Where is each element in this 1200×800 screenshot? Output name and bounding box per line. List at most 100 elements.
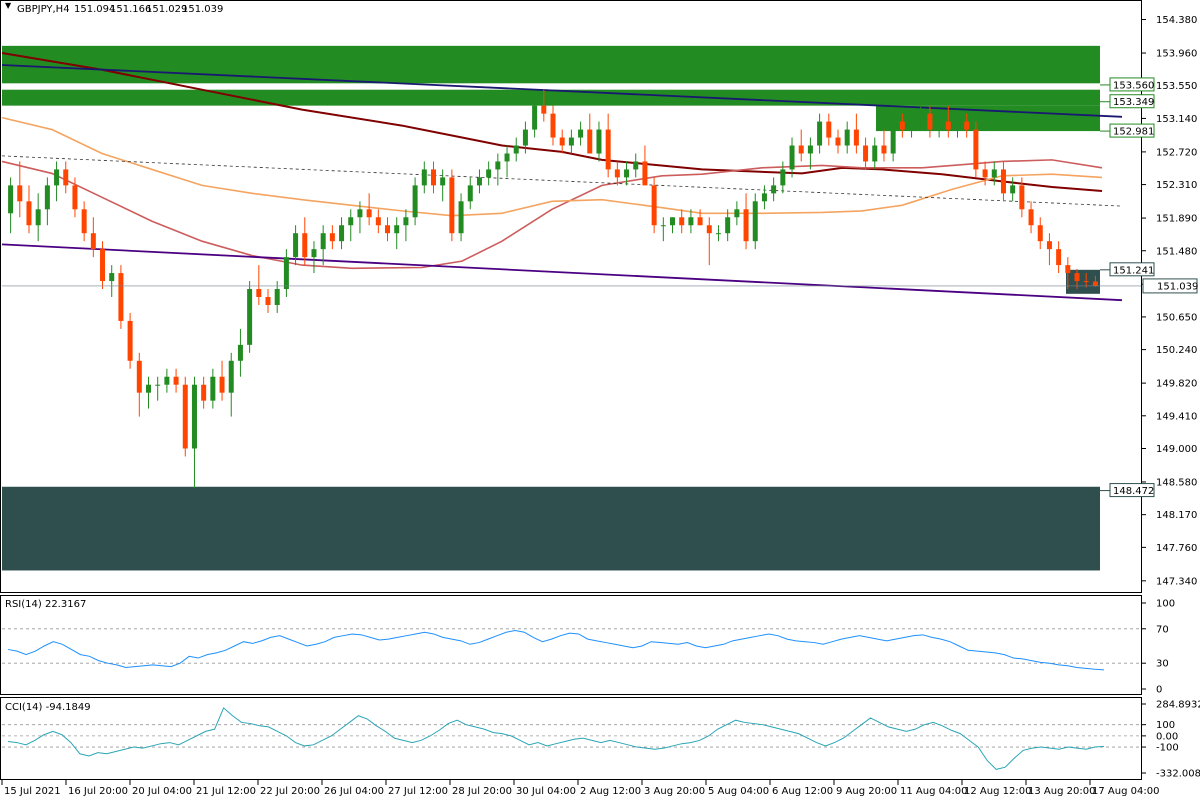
level-label: 151.241 [1100, 262, 1155, 277]
indicator-tick-label: 100 [1156, 599, 1175, 610]
candle [1037, 217, 1043, 250]
current-box [1066, 269, 1100, 294]
candle [513, 137, 519, 162]
time-label: 6 Aug 12:00 [772, 786, 833, 797]
dotted-line-trendline [1, 155, 1123, 207]
candle [182, 376, 188, 457]
title-arrow: ▼ [5, 1, 12, 10]
price-tick-label: 149.820 [1156, 379, 1197, 390]
candle [210, 368, 216, 409]
indicator-line [7, 630, 1105, 671]
candle [982, 161, 988, 186]
candle [164, 368, 170, 393]
candle [1019, 177, 1025, 218]
candle [936, 113, 942, 138]
price-panel: 154.380 153.960 153.550 153.140 152.720 152.3… [0, 0, 1198, 593]
time-label: 27 Jul 12:00 [388, 786, 448, 797]
candle [476, 169, 482, 194]
candle [817, 113, 823, 154]
candle [835, 129, 841, 154]
candle [688, 209, 694, 234]
supply-zone-upper [2, 45, 1100, 84]
candle [201, 376, 207, 409]
candle [660, 217, 666, 242]
candle [826, 113, 832, 146]
candle [1056, 241, 1062, 274]
time-label: 9 Aug 20:00 [836, 786, 897, 797]
level-label: 153.349 [1100, 94, 1155, 109]
candle [973, 121, 979, 178]
svg-text:151.241: 151.241 [1113, 265, 1154, 276]
price-tick-label: 153.550 [1156, 81, 1197, 92]
candle [789, 137, 795, 178]
candle [403, 209, 409, 242]
candle [26, 185, 32, 234]
candle [1010, 177, 1016, 202]
time-label: 12 Aug 12:00 [964, 786, 1031, 797]
candle [679, 209, 685, 234]
level-label: 153.560 [1100, 77, 1155, 92]
candle [642, 145, 648, 186]
candle [872, 137, 878, 170]
candle [752, 193, 758, 250]
candle [90, 217, 96, 258]
price-tick-label: 152.720 [1156, 147, 1197, 158]
price-tick-label: 148.580 [1156, 477, 1197, 488]
candle [155, 376, 161, 401]
current-price-label: 151.039 [1142, 278, 1198, 294]
time-label: 22 Jul 20:00 [260, 786, 320, 797]
upper-channel-trendline [1, 64, 1123, 118]
candle [734, 201, 740, 226]
candle [127, 312, 133, 369]
candle [807, 137, 813, 170]
ma100-line [1, 159, 1103, 270]
time-label: 16 Jul 20:00 [68, 786, 128, 797]
candle [486, 161, 492, 186]
candle [366, 193, 372, 226]
candle [247, 281, 253, 353]
candle [440, 169, 446, 202]
ma50-line [1, 116, 1103, 217]
candle [899, 113, 905, 138]
time-label: 13 Aug 20:00 [1028, 786, 1095, 797]
candle [504, 145, 510, 178]
candle [311, 241, 317, 274]
candle [670, 217, 676, 234]
candle [357, 201, 363, 234]
candle [964, 113, 970, 138]
price-panel-frame [0, 0, 1142, 593]
candle [550, 105, 556, 146]
candle [541, 89, 547, 122]
indicator-tick-label: 30 [1156, 659, 1169, 670]
candle [743, 193, 749, 250]
candle [265, 289, 271, 313]
time-label: 17 Aug 04:00 [1092, 786, 1159, 797]
rsi-panel: 100 70 30 0 RSI(14) 22.3167 [0, 595, 1175, 696]
price-tick-label: 152.310 [1156, 180, 1197, 191]
svg-text:153.349: 153.349 [1113, 97, 1154, 108]
price-tick-label: 148.170 [1156, 510, 1197, 521]
candle [881, 129, 887, 162]
candle [559, 129, 565, 154]
time-label: 26 Jul 04:00 [324, 786, 384, 797]
candle [145, 376, 151, 409]
symbol-title: GBPJPY,H4 [17, 4, 70, 15]
candle [320, 225, 326, 266]
ohlc-close: 151.039 [182, 4, 223, 15]
candle [780, 161, 786, 194]
time-label: 3 Aug 20:00 [644, 786, 705, 797]
indicator-tick-label: -332.0085 [1156, 769, 1200, 780]
candle [844, 121, 850, 154]
candle [173, 368, 179, 393]
candle [890, 113, 896, 162]
candle [72, 177, 78, 218]
candle [771, 177, 777, 202]
candle [945, 105, 951, 138]
time-label: 21 Jul 12:00 [196, 786, 256, 797]
candle [1000, 161, 1006, 202]
ohlc-open: 151.094 [74, 4, 115, 15]
candle [274, 281, 280, 313]
candle [100, 241, 106, 290]
time-label: 30 Jul 04:00 [516, 786, 576, 797]
